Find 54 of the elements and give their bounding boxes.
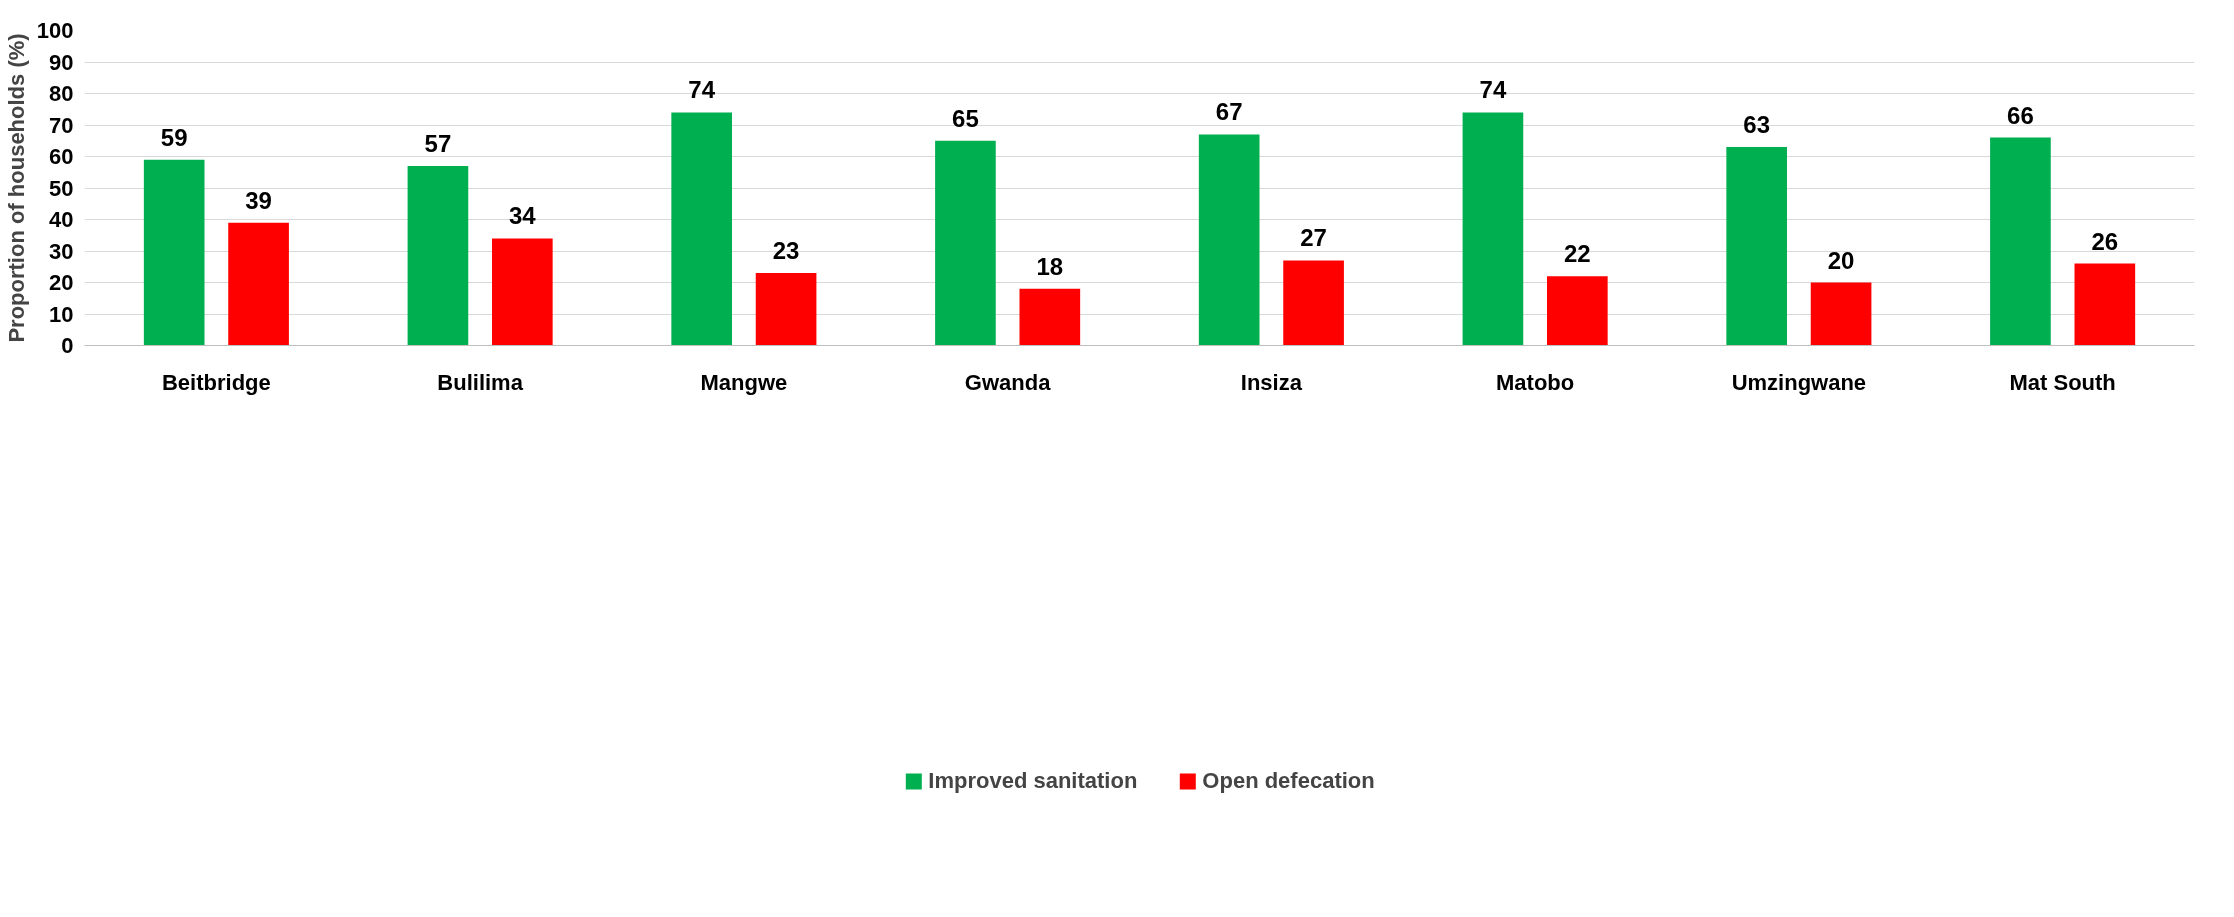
data-label: 34 xyxy=(508,202,537,230)
bar xyxy=(755,273,817,346)
bar xyxy=(407,165,469,346)
data-label: 22 xyxy=(1563,240,1591,268)
y-tick-label: 10 xyxy=(49,301,74,327)
bar xyxy=(1546,276,1608,346)
data-label: 65 xyxy=(952,104,979,132)
y-tick-label: 60 xyxy=(49,144,74,169)
legend-label: Improved sanitation xyxy=(928,767,1138,794)
y-axis-title: Proportion of households (%) xyxy=(3,33,29,343)
x-tick-label: Mangwe xyxy=(700,369,788,395)
x-tick-label: Bulilima xyxy=(437,369,524,395)
data-label: 59 xyxy=(160,123,188,151)
bar xyxy=(1198,134,1260,346)
bar xyxy=(1726,147,1788,346)
y-tick-label: 70 xyxy=(49,112,74,138)
data-label: 67 xyxy=(1215,98,1243,126)
data-label: 74 xyxy=(688,76,716,104)
data-label: 23 xyxy=(772,237,800,265)
y-tick-label: 20 xyxy=(49,270,74,295)
x-tick-label: Mat South xyxy=(2009,369,2116,395)
y-tick-label: 40 xyxy=(49,207,74,232)
bar xyxy=(1019,288,1081,346)
bar xyxy=(2074,263,2136,346)
data-label: 27 xyxy=(1300,224,1327,252)
y-tick-label: 90 xyxy=(49,49,74,75)
bar xyxy=(228,222,289,346)
bar xyxy=(671,112,733,346)
bar xyxy=(491,238,553,346)
bar xyxy=(1810,282,1872,346)
x-tick-label: Beitbridge xyxy=(161,369,271,395)
bar xyxy=(935,140,996,346)
bar xyxy=(143,159,205,346)
y-tick-label: 50 xyxy=(49,175,74,201)
data-label: 39 xyxy=(245,186,272,214)
bar xyxy=(1462,112,1524,346)
y-tick-label: 30 xyxy=(49,238,74,264)
x-tick-label: Gwanda xyxy=(964,369,1052,395)
data-label: 66 xyxy=(2007,101,2034,129)
bar xyxy=(1283,260,1344,346)
x-tick-label: Insiza xyxy=(1240,369,1303,395)
y-tick-label: 0 xyxy=(61,333,74,358)
legend-label: Open defecation xyxy=(1202,767,1375,794)
data-label: 18 xyxy=(1036,252,1064,280)
data-label: 63 xyxy=(1743,111,1771,139)
x-tick-label: Matobo xyxy=(1496,369,1575,395)
x-tick-label: Umzingwane xyxy=(1731,369,1867,395)
data-label: 26 xyxy=(2091,227,2119,255)
data-label: 74 xyxy=(1479,76,1507,104)
data-label: 57 xyxy=(424,129,452,157)
y-tick-label: 80 xyxy=(49,81,74,106)
bar xyxy=(1990,137,2051,346)
data-label: 20 xyxy=(1827,246,1855,274)
y-tick-label: 100 xyxy=(36,18,74,43)
